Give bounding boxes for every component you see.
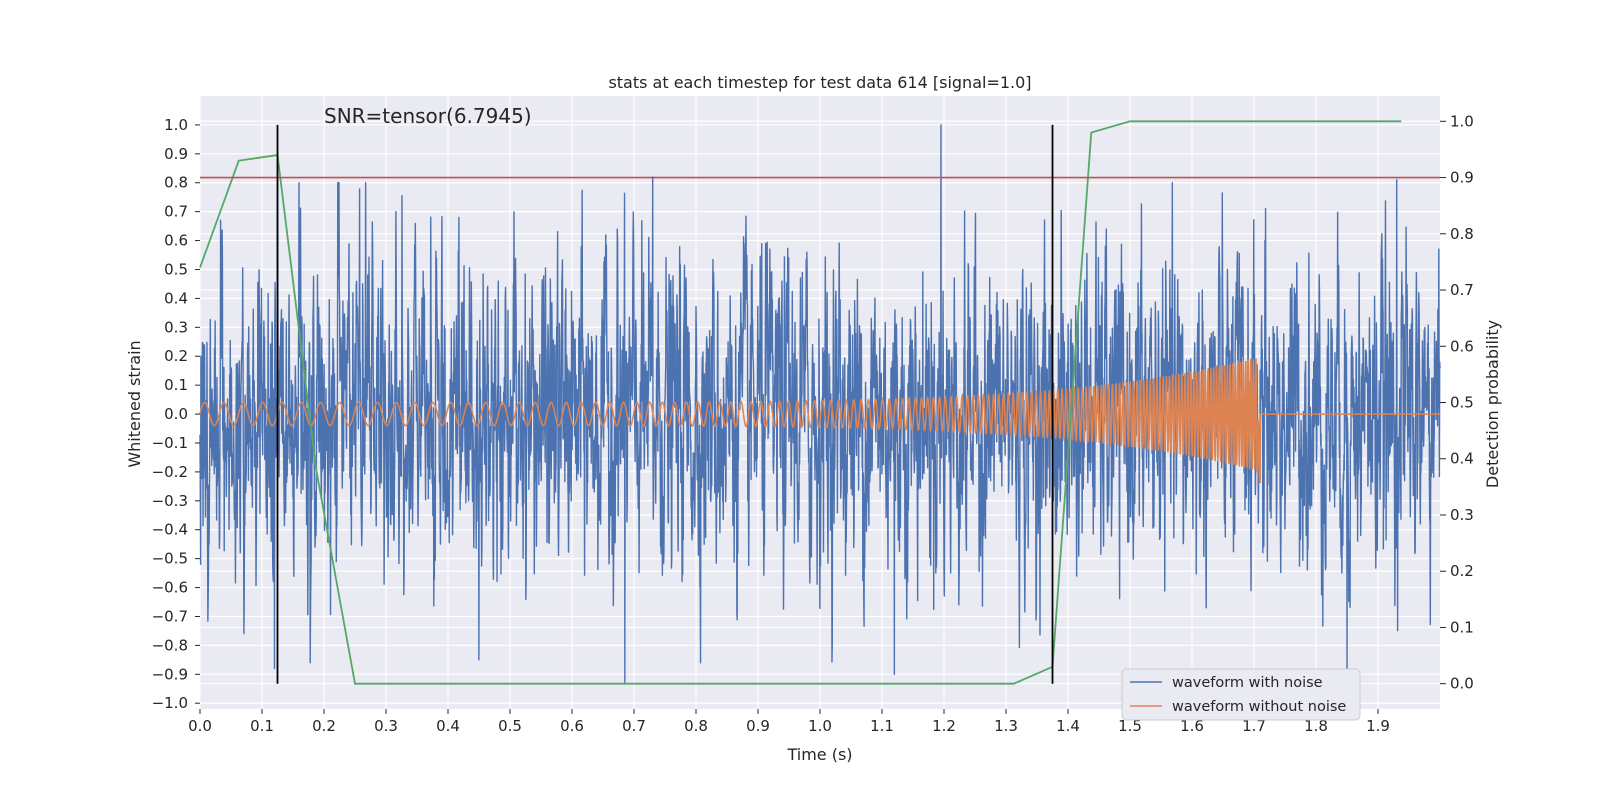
y-axis-right-ticks: 1.0 0.9 0.8 0.7 0.6 0.5 0.4 0.3 0.2 0.1 0.0 bbox=[1440, 112, 1474, 693]
y-right-tick-label: 0.6 bbox=[1450, 337, 1474, 355]
x-tick-label: 0.9 bbox=[746, 717, 770, 735]
y-left-tick-label: 0.2 bbox=[164, 347, 188, 365]
snr-annotation: SNR=tensor(6.7945) bbox=[324, 104, 532, 128]
y-right-tick-label: 0.4 bbox=[1450, 450, 1474, 468]
x-tick-label: 1.8 bbox=[1304, 717, 1328, 735]
x-tick-label: 1.2 bbox=[932, 717, 956, 735]
x-tick-label: 0.6 bbox=[560, 717, 584, 735]
y-left-tick-label: 0.8 bbox=[164, 174, 188, 192]
y-left-tick-label: 0.4 bbox=[164, 289, 188, 307]
x-tick-label: 0.3 bbox=[374, 717, 398, 735]
y-left-tick-label: −0.8 bbox=[152, 636, 188, 654]
y-left-tick-label: −0.3 bbox=[152, 492, 188, 510]
y-left-tick-label: −0.6 bbox=[152, 579, 188, 597]
legend: waveform with noise waveform without noi… bbox=[1121, 668, 1361, 721]
x-tick-label: 0.5 bbox=[498, 717, 522, 735]
x-tick-label: 1.5 bbox=[1118, 717, 1142, 735]
x-tick-label: 1.1 bbox=[870, 717, 894, 735]
y-left-tick-label: −0.1 bbox=[152, 434, 188, 452]
legend-box bbox=[1121, 668, 1361, 721]
x-tick-label: 1.4 bbox=[1056, 717, 1080, 735]
x-tick-label: 0.2 bbox=[312, 717, 336, 735]
x-tick-label: 1.9 bbox=[1366, 717, 1390, 735]
x-tick-label: 1.3 bbox=[994, 717, 1018, 735]
noise-waveform-line bbox=[199, 124, 1441, 684]
chart-title: stats at each timestep for test data 614… bbox=[608, 73, 1031, 92]
y-right-tick-label: 1.0 bbox=[1450, 112, 1474, 130]
y-left-tick-label: 0.0 bbox=[164, 405, 188, 423]
y-axis-left-ticks: 1.0 0.9 0.8 0.7 0.6 0.5 0.4 0.3 0.2 0.1 0.0 −0.1 −0.… bbox=[152, 116, 200, 712]
x-tick-label: 0.0 bbox=[188, 717, 212, 735]
y-left-tick-label: −1.0 bbox=[152, 694, 188, 712]
y-left-tick-label: 0.9 bbox=[164, 145, 188, 163]
y-right-tick-label: 0.0 bbox=[1450, 675, 1474, 693]
legend-label-clean: waveform without noise bbox=[1172, 699, 1346, 715]
x-tick-label: 1.6 bbox=[1180, 717, 1204, 735]
y-left-tick-label: −0.7 bbox=[152, 607, 188, 625]
y-left-tick-label: −0.5 bbox=[152, 550, 188, 568]
x-tick-label: 1.7 bbox=[1242, 717, 1266, 735]
x-axis-label: Time (s) bbox=[786, 745, 852, 764]
x-tick-label: 0.1 bbox=[250, 717, 274, 735]
y-left-tick-label: −0.2 bbox=[152, 463, 188, 481]
y-left-tick-label: 0.1 bbox=[164, 376, 188, 394]
y-left-tick-label: 0.6 bbox=[164, 232, 188, 250]
y-left-tick-label: −0.4 bbox=[152, 521, 188, 539]
x-tick-label: 0.4 bbox=[436, 717, 460, 735]
y-axis-right-label: Detection probability bbox=[1483, 320, 1502, 488]
y-left-tick-label: 0.5 bbox=[164, 260, 188, 278]
series-waveform-without-noise bbox=[199, 358, 1440, 484]
y-right-tick-label: 0.7 bbox=[1450, 281, 1474, 299]
y-right-tick-label: 0.2 bbox=[1450, 562, 1474, 580]
y-left-tick-label: 0.3 bbox=[164, 318, 188, 336]
y-right-tick-label: 0.8 bbox=[1450, 225, 1474, 243]
x-tick-label: 1.0 bbox=[808, 717, 832, 735]
y-right-tick-label: 0.5 bbox=[1450, 394, 1474, 412]
y-left-tick-label: 0.7 bbox=[164, 203, 188, 221]
detection-probability-line bbox=[199, 120, 1402, 685]
reference-lines bbox=[200, 124, 1440, 684]
x-tick-label: 0.8 bbox=[684, 717, 708, 735]
x-tick-label: 0.7 bbox=[622, 717, 646, 735]
y-right-tick-label: 0.9 bbox=[1450, 169, 1474, 187]
y-right-tick-label: 0.1 bbox=[1450, 618, 1474, 636]
series-detection-probability bbox=[199, 120, 1402, 685]
series-waveform-with-noise bbox=[199, 124, 1441, 684]
y-right-tick-label: 0.3 bbox=[1450, 506, 1474, 524]
clean-waveform-line bbox=[199, 358, 1440, 484]
y-left-tick-label: 1.0 bbox=[164, 116, 188, 134]
x-axis-ticks: 0.0 0.1 0.2 0.3 0.4 0.5 0.6 0.7 0.8 0.9 1.0 1.1 1.2 1… bbox=[188, 709, 1390, 735]
legend-label-noise: waveform with noise bbox=[1172, 675, 1323, 691]
y-left-tick-label: −0.9 bbox=[152, 665, 188, 683]
y-axis-left-label: Whitened strain bbox=[125, 340, 144, 467]
